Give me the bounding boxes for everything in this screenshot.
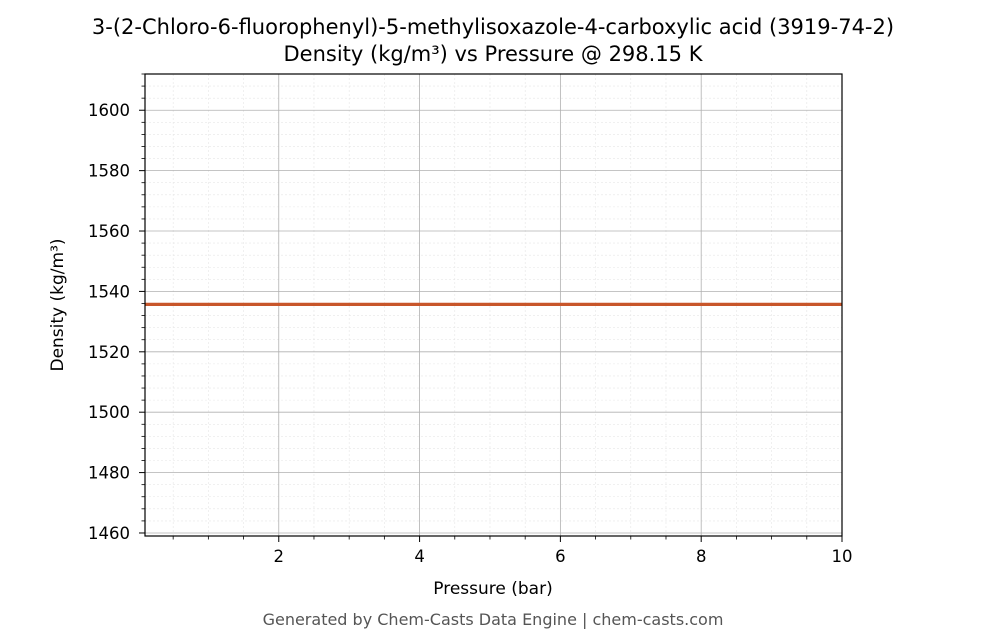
y-tick-label: 1540 — [88, 282, 130, 301]
y-axis-label: Density (kg/m³) — [48, 238, 68, 371]
chart-subtitle: Density (kg/m³) vs Pressure @ 298.15 K — [283, 42, 703, 66]
x-tick-label: 4 — [414, 547, 425, 566]
y-tick-label: 1520 — [88, 343, 130, 362]
minor-grid — [145, 73, 842, 536]
y-tick-label: 1600 — [88, 101, 130, 120]
axis-tick-labels: 2 4 6 8 10 1460 1480 1500 1520 1540 1560 1580 1600 — [88, 101, 853, 566]
y-tick-label: 1580 — [88, 162, 130, 181]
footer-credit: Generated by Chem-Casts Data Engine | ch… — [263, 610, 724, 629]
x-tick-label: 2 — [274, 547, 285, 566]
y-tick-label: 1500 — [88, 403, 130, 422]
x-axis-label: Pressure (bar) — [433, 579, 552, 599]
y-tick-label: 1460 — [88, 524, 130, 543]
x-tick-label: 8 — [696, 547, 707, 566]
y-tick-label: 1480 — [88, 464, 130, 483]
plot-frame — [144, 73, 843, 537]
y-tick-label: 1560 — [88, 222, 130, 241]
axis-ticks — [139, 73, 843, 542]
chart-title: 3-(2-Chloro-6-fluorophenyl)-5-methylisox… — [92, 15, 894, 39]
x-tick-label: 6 — [555, 547, 566, 566]
x-tick-label: 10 — [832, 547, 853, 566]
